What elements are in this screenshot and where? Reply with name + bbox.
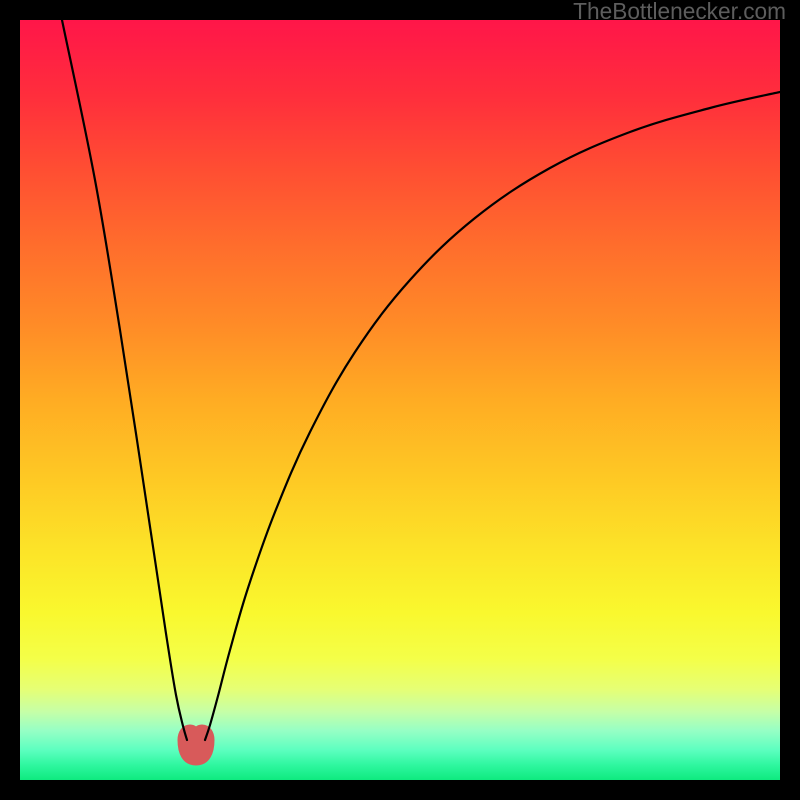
watermark-text: TheBottlenecker.com — [573, 0, 786, 25]
chart-stage: TheBottlenecker.com — [0, 0, 800, 800]
chart-frame-border — [0, 0, 800, 800]
